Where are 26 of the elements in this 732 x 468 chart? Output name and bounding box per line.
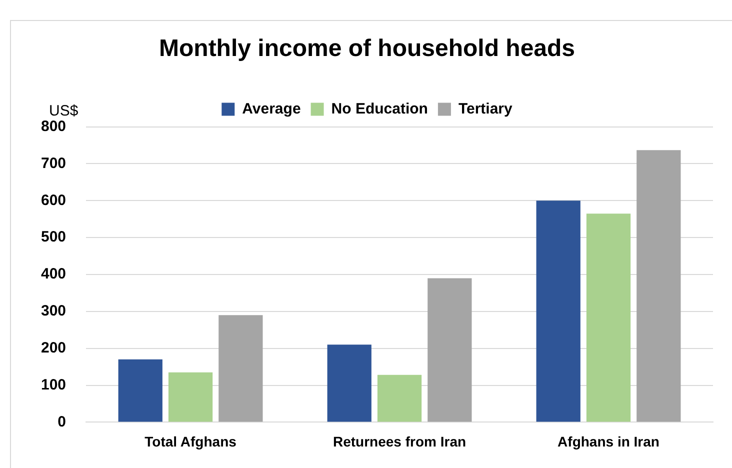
bar bbox=[218, 315, 263, 422]
bar bbox=[428, 278, 472, 422]
bar bbox=[377, 374, 422, 422]
legend-label: Tertiary bbox=[458, 100, 514, 118]
y-tick-label: 0 bbox=[58, 413, 66, 430]
y-tick-label: 200 bbox=[40, 339, 66, 356]
y-tick-label: 500 bbox=[40, 228, 66, 246]
chart-title: Monthly income of household heads bbox=[158, 35, 576, 62]
y-tick-label: 300 bbox=[40, 302, 66, 320]
legend-label: Average bbox=[242, 100, 301, 118]
x-tick-label: Returnees from Iran bbox=[332, 433, 466, 450]
x-tick-label: Afghans in Iran bbox=[558, 433, 660, 450]
y-axis-title: US$ bbox=[49, 102, 79, 120]
bar bbox=[327, 344, 372, 422]
x-tick-label: Total Afghans bbox=[144, 433, 237, 450]
y-tick-label: 400 bbox=[40, 266, 66, 283]
legend-label: No Education bbox=[331, 100, 428, 118]
y-tick-label: 700 bbox=[40, 154, 66, 172]
bar bbox=[536, 200, 580, 422]
bar bbox=[168, 372, 213, 422]
y-tick-label: 600 bbox=[40, 192, 66, 209]
bar bbox=[118, 359, 162, 422]
y-tick-label: 800 bbox=[40, 118, 66, 135]
bar bbox=[636, 150, 681, 422]
bar bbox=[586, 214, 631, 422]
y-tick-label: 100 bbox=[40, 376, 66, 394]
